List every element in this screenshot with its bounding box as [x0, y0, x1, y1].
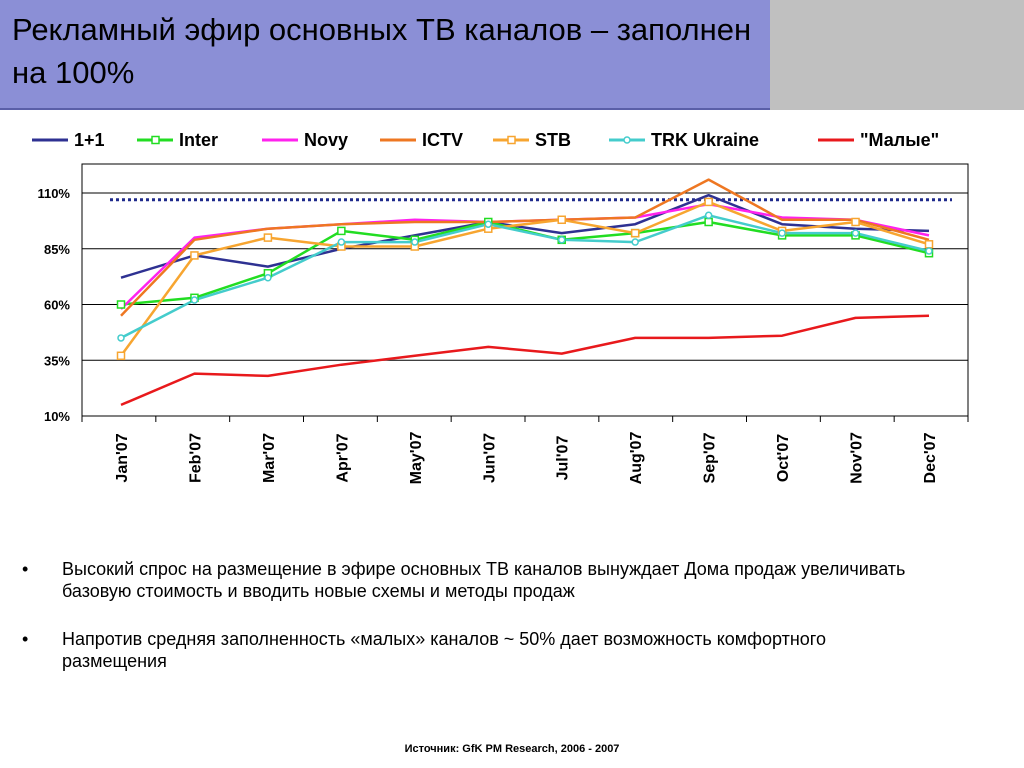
series-point	[851, 217, 860, 227]
series-point	[116, 351, 126, 361]
series-line-3	[120, 178, 930, 317]
x-tick-label: Apr'07	[334, 433, 351, 482]
series-point	[631, 238, 639, 246]
series-line-5	[120, 214, 930, 340]
series-point	[263, 233, 273, 242]
bullet-dot: •	[22, 559, 29, 579]
legend-label: 1+1	[74, 130, 105, 150]
x-tick-label: May'07	[408, 432, 425, 485]
legend-marker	[151, 135, 160, 145]
source-note: Источник: GfK PM Research, 2006 - 2007	[404, 743, 620, 755]
series-point	[337, 226, 346, 236]
series-point	[264, 273, 272, 282]
x-tick-label: Nov'07	[849, 432, 866, 484]
series-point	[117, 334, 125, 342]
series-point	[704, 211, 713, 220]
y-tick-label: 10%	[44, 409, 70, 424]
x-tick-label: Feb'07	[187, 433, 204, 483]
bullet-list: • Высокий спрос на размещение в эфире осн…	[22, 558, 922, 698]
y-tick-label: 110%	[37, 186, 70, 201]
series-point	[704, 217, 713, 227]
bullet-text: Высокий спрос на размещение в эфире осно…	[62, 559, 906, 601]
series-lines	[119, 178, 930, 407]
x-tick-label: Jun'07	[481, 433, 498, 483]
slide-title: Рекламный эфир основных ТВ каналов – зап…	[12, 12, 752, 90]
x-tick-label: Mar'07	[261, 433, 278, 483]
series-point	[630, 228, 640, 238]
series-point	[484, 220, 493, 228]
x-tick-label: Aug'07	[628, 432, 645, 485]
legend-label: Inter	[179, 130, 218, 150]
chart: 1+1 Inter Novy ICTV STB TRK Ukraine "Малые" 11…	[32, 130, 969, 485]
x-tick-label: Dec'07	[922, 432, 939, 483]
series-markers	[116, 197, 934, 361]
series-point	[557, 236, 566, 244]
series-line-4	[119, 200, 930, 357]
bullet-item: • Напротив средняя заполненность «малых» …	[22, 628, 922, 672]
bullet-dot: •	[22, 629, 29, 649]
title-side-panel	[770, 0, 1024, 110]
bullet-text: Напротив средняя заполненность «малых» к…	[62, 629, 826, 671]
legend-label: STB	[535, 130, 571, 150]
y-axis-labels: 110% 85% 60% 35% 10%	[37, 186, 70, 424]
series-point	[337, 238, 346, 246]
bullet-item: • Высокий спрос на размещение в эфире осн…	[22, 558, 922, 602]
gridlines	[82, 192, 968, 361]
series-point	[704, 197, 713, 207]
legend-label: ICTV	[422, 130, 463, 150]
series-point	[190, 251, 199, 260]
legend-label: TRK Ukraine	[651, 130, 759, 150]
y-tick-label: 35%	[44, 353, 70, 368]
y-tick-label: 60%	[44, 298, 70, 313]
series-point	[411, 238, 419, 246]
x-tick-label: Jan'07	[114, 433, 131, 482]
series-point	[924, 240, 934, 249]
legend-marker	[623, 136, 631, 144]
series-point	[925, 247, 933, 255]
x-tick-label: Sep'07	[702, 432, 719, 483]
legend-label: Novy	[304, 130, 348, 150]
legend-label: "Малые"	[860, 130, 939, 150]
x-tick-label: Jul'07	[555, 436, 572, 481]
x-tick-label: Oct'07	[775, 434, 792, 482]
y-tick-label: 85%	[44, 242, 70, 257]
series-line-6	[120, 314, 930, 407]
series-point	[190, 296, 199, 304]
series-point	[116, 300, 126, 309]
x-axis-labels: Jan'07 Feb'07 Mar'07 Apr'07 May'07 Jun'07 Jul'…	[81, 416, 969, 485]
title-bar: Рекламный эфир основных ТВ каналов – зап…	[0, 0, 770, 110]
legend-marker	[507, 135, 516, 145]
series-point	[557, 215, 566, 225]
series-point	[851, 229, 860, 237]
series-line-0	[120, 193, 930, 279]
legend: 1+1 Inter Novy ICTV STB TRK Ukraine "Малые"	[32, 130, 939, 150]
series-point	[778, 229, 786, 237]
